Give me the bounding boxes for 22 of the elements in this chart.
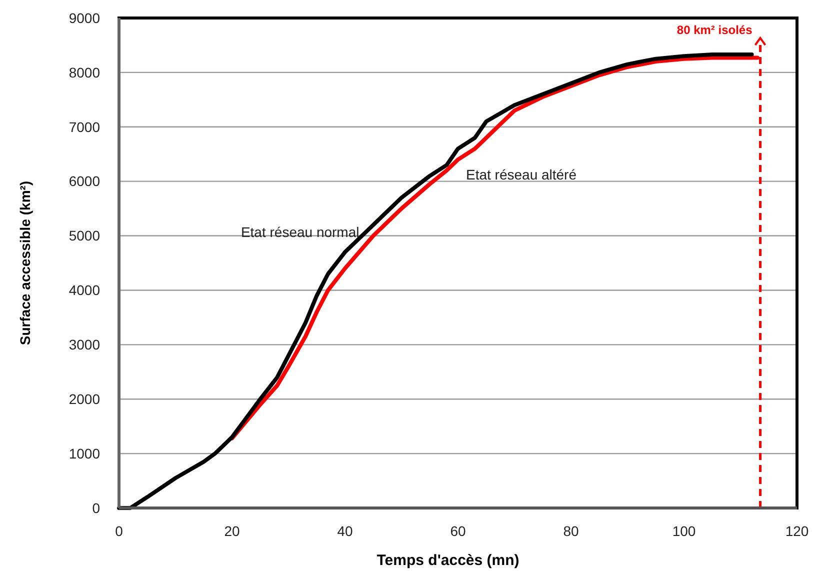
- y-tick-label: 0: [92, 500, 100, 516]
- series-label: Etat réseau normal: [240, 224, 360, 240]
- x-tick-label: 40: [337, 523, 353, 539]
- x-tick-label: 20: [224, 523, 240, 539]
- y-tick-label: 1000: [68, 445, 100, 462]
- series-label: Etat réseau altéré: [466, 166, 577, 183]
- y-tick-label: 9000: [68, 10, 100, 26]
- x-axis-title: Temps d'accès (mn): [376, 552, 520, 569]
- x-tick-label: 0: [115, 523, 124, 539]
- x-tick-label: 120: [785, 523, 809, 539]
- y-tick-label: 6000: [68, 173, 100, 190]
- y-tick-label: 8000: [68, 64, 100, 80]
- x-tick-label: 80: [563, 523, 579, 539]
- y-axis-title: Surface accessible (km²): [17, 180, 33, 346]
- y-tick-label: 3000: [68, 336, 100, 353]
- y-tick-label: 2000: [68, 391, 100, 408]
- y-tick-label: 7000: [68, 118, 100, 135]
- y-tick-label: 5000: [68, 228, 100, 244]
- ref-line-label: 80 km² isolés: [676, 23, 753, 37]
- x-tick-label: 60: [450, 523, 466, 539]
- x-tick-label: 100: [672, 523, 696, 539]
- y-tick-label: 4000: [68, 282, 100, 298]
